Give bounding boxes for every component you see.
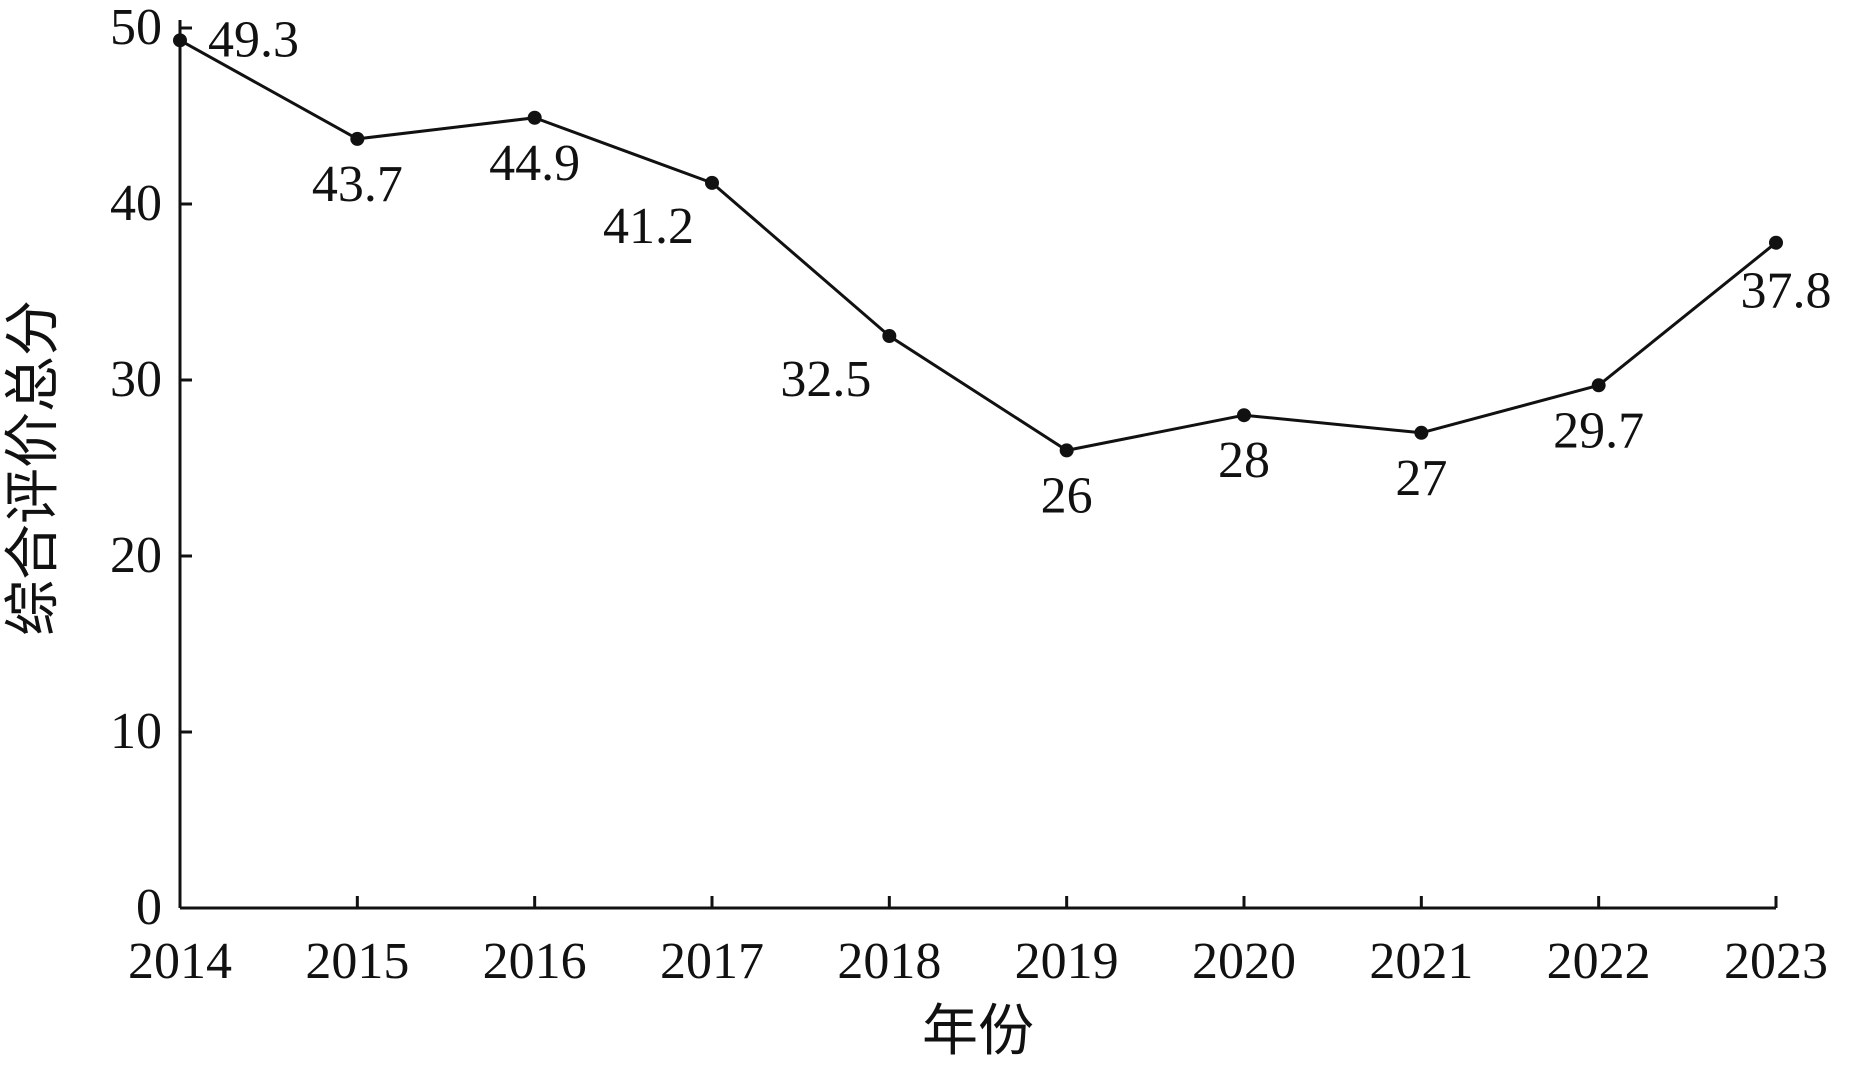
data-label: 37.8 [1741, 263, 1832, 320]
y-tick-label: 20 [110, 527, 162, 584]
data-label: 29.7 [1553, 402, 1644, 459]
series-layer [173, 33, 1783, 458]
y-tick-label: 30 [110, 351, 162, 408]
x-tick-label: 2020 [1192, 933, 1296, 990]
data-label: 44.9 [489, 135, 580, 192]
data-point [882, 329, 897, 343]
x-tick-label: 2019 [1015, 933, 1119, 990]
data-label: 26 [1041, 467, 1093, 524]
y-tick-label: 50 [110, 0, 162, 56]
x-tick-label: 2018 [837, 933, 941, 990]
axes: 0 10 20 30 40 50 2014 2015 2016 2017 2018 2019 2020 2… [3, 0, 1828, 1063]
data-label: 28 [1218, 432, 1270, 489]
data-point [173, 33, 187, 48]
data-label: 43.7 [312, 156, 403, 213]
data-point [1414, 425, 1429, 440]
labels-layer: 49.3 43.7 44.9 41.2 32.5 26 28 27 29.7 37.8 [208, 11, 1832, 524]
data-point [1591, 378, 1606, 393]
data-point [705, 175, 719, 190]
x-tick-label: 2022 [1547, 933, 1651, 990]
data-label: 41.2 [603, 198, 694, 255]
data-point [350, 131, 365, 146]
data-label: 49.3 [208, 11, 299, 68]
y-axis-title: 综合评价总分 [3, 300, 65, 636]
data-label: 27 [1395, 450, 1447, 507]
data-point [1237, 408, 1251, 423]
y-tick-label: 40 [110, 175, 162, 232]
data-point [527, 110, 542, 125]
data-label: 32.5 [780, 351, 871, 408]
series-line [179, 39, 1777, 452]
x-tick-label: 2023 [1724, 933, 1828, 990]
y-tick-label: 10 [110, 703, 162, 760]
x-tick-label: 2016 [483, 933, 587, 990]
data-point [1059, 443, 1074, 458]
x-tick-label: 2017 [660, 933, 764, 990]
x-axis-title: 年份 [922, 1001, 1034, 1063]
y-tick-label: 0 [136, 879, 162, 936]
data-point [1769, 235, 1783, 250]
x-tick-label: 2014 [128, 933, 232, 990]
x-tick-label: 2021 [1369, 933, 1473, 990]
x-tick-label: 2015 [305, 933, 409, 990]
